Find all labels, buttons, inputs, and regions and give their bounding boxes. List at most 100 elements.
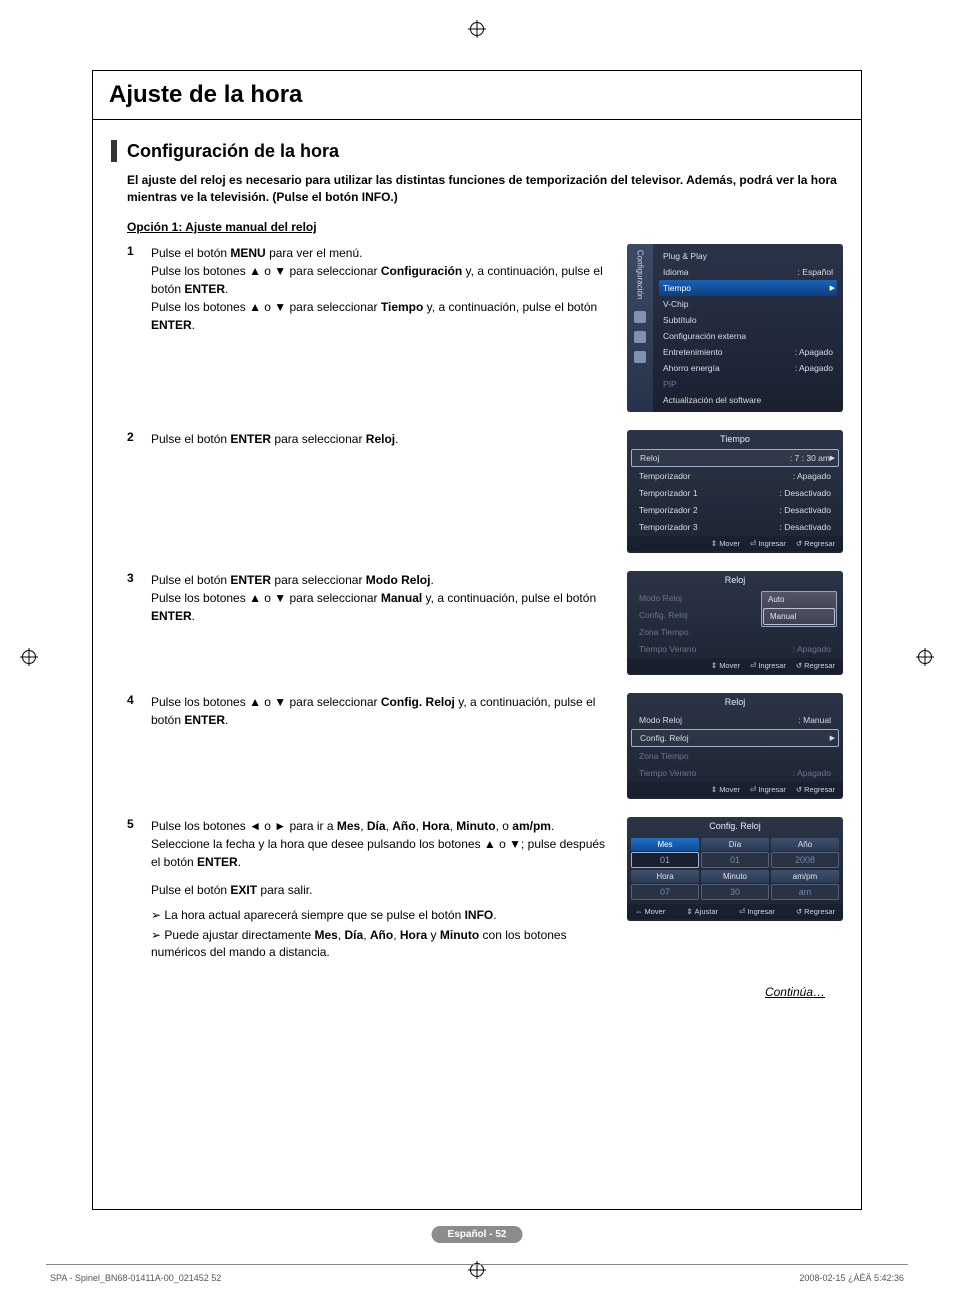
k: Temporizador 3	[639, 522, 698, 532]
cfg-header-selected[interactable]: Mes	[631, 838, 699, 851]
v: : 7 : 30 am	[790, 453, 830, 463]
k: Temporizador 2	[639, 505, 698, 515]
osd-row[interactable]: Ahorro energía: Apagado	[659, 360, 837, 376]
hint-ingresar: Ingresar	[739, 907, 775, 916]
t: ,	[393, 928, 400, 942]
t: para salir.	[257, 883, 312, 897]
k: Idioma	[663, 267, 689, 277]
step-row: 1 Pulse el botón MENU para ver el menú. …	[111, 244, 843, 412]
osd-row[interactable]: Plug & Play	[659, 248, 837, 264]
hint-ajustar: Ajustar	[686, 907, 718, 916]
cfg-header[interactable]: Hora	[631, 870, 699, 883]
osd-row[interactable]: Subtítulo	[659, 312, 837, 328]
k: Tiempo	[663, 283, 691, 293]
osd-title: Tiempo	[627, 430, 843, 448]
osd-row[interactable]: Tiempo Verano: Apagado	[631, 641, 839, 657]
hint-mover: Mover	[711, 785, 740, 794]
t: .	[225, 713, 228, 727]
osd-title: Reloj	[627, 693, 843, 711]
t: ,	[363, 928, 370, 942]
cfg-value[interactable]: 30	[701, 884, 769, 900]
hint-mover: Mover	[711, 539, 740, 548]
osd-row[interactable]: Modo Reloj: Manual	[631, 712, 839, 728]
t: Modo Reloj	[366, 573, 431, 587]
cfg-value-selected[interactable]: 01	[631, 852, 699, 868]
osd-row-selected[interactable]: Config. Reloj	[631, 729, 839, 747]
osd-body: Plug & Play Idioma : Español Tiempo V-Chi…	[653, 244, 843, 412]
osd-row[interactable]: Temporizador 1: Desactivado	[631, 485, 839, 501]
osd-row[interactable]: Temporizador 2 : Desactivado	[631, 502, 839, 518]
t: y, a continuación, pulse el botón	[422, 591, 596, 605]
footer-right: 2008-02-15 ¿ÀÈÄ 5:42:36	[799, 1273, 904, 1283]
cfg-value[interactable]: 01	[701, 852, 769, 868]
v: : Desactivado	[780, 522, 832, 532]
t: para seleccionar	[271, 432, 366, 446]
cfg-header[interactable]: Minuto	[701, 870, 769, 883]
osd-row-selected[interactable]: Tiempo	[659, 280, 837, 296]
t: Pulse el botón	[151, 883, 230, 897]
hint-mover: Mover	[711, 661, 740, 670]
page-title: Ajuste de la hora	[93, 71, 861, 120]
cfg-header[interactable]: am/pm	[771, 870, 839, 883]
osd-row[interactable]: Actualización del software	[659, 392, 837, 408]
config-grid: Mes01 Día01 Año2008 Hora07 Minuto30 am/p…	[627, 835, 843, 904]
osd-row[interactable]: Configuración externa	[659, 328, 837, 344]
k: Temporizador 1	[639, 488, 698, 498]
v: : Desactivado	[780, 505, 832, 515]
section: Configuración de la hora El ajuste del r…	[93, 120, 861, 1209]
section-title: Configuración de la hora	[127, 141, 339, 162]
k: Reloj	[640, 453, 659, 463]
dropdown-option-selected[interactable]: Manual	[763, 608, 835, 625]
step-number: 1	[127, 244, 151, 334]
v: : Apagado	[795, 347, 833, 357]
osd-row[interactable]: Entretenimiento : Apagado	[659, 344, 837, 360]
t: y, a continuación, pulse el botón	[423, 300, 597, 314]
option1-title: Opción 1: Ajuste manual del reloj	[127, 220, 843, 234]
cfg-value[interactable]: 07	[631, 884, 699, 900]
osd-footer: Mover Ingresar Regresar	[627, 782, 843, 797]
t: MENU	[230, 246, 265, 260]
puzzle-icon	[634, 331, 646, 343]
k: Temporizador	[639, 471, 691, 481]
osd-row-selected[interactable]: Reloj : 7 : 30 am	[631, 449, 839, 467]
cfg-header[interactable]: Día	[701, 838, 769, 851]
step-row: 2 Pulse el botón ENTER para seleccionar …	[111, 430, 843, 553]
section-bar-icon	[111, 140, 117, 162]
t: La hora actual aparecerá siempre que se …	[164, 908, 464, 922]
cfg-header[interactable]: Año	[771, 838, 839, 851]
dropdown-option[interactable]: Auto	[762, 592, 836, 607]
footer-left: SPA - Spinel_BN68-01411A-00_021452 52	[50, 1273, 221, 1283]
osd-footer: Mover Ajustar Ingresar Regresar	[627, 904, 843, 919]
hint-ingresar: Ingresar	[750, 785, 786, 794]
cfg-value[interactable]: 2008	[771, 852, 839, 868]
osd-row-disabled: Zona Tiempo	[631, 748, 839, 764]
osd-row[interactable]: Temporizador : Apagado	[631, 468, 839, 484]
osd-reloj: Reloj Modo Reloj: Manual Config. Reloj Z…	[627, 693, 843, 799]
k: Zona Tiempo	[639, 627, 689, 637]
t: .	[493, 908, 496, 922]
step-text: Pulse los botones ▲ o ▼ para seleccionar…	[151, 693, 627, 729]
v: : Apagado	[793, 471, 831, 481]
hint-regresar: Regresar	[796, 785, 835, 794]
osd-dropdown[interactable]: Auto Manual	[761, 591, 837, 627]
t: Pulse los botones ▲ o ▼ para seleccionar	[151, 695, 381, 709]
osd-row[interactable]: V-Chip	[659, 296, 837, 312]
k: Entretenimiento	[663, 347, 723, 357]
k: Config. Reloj	[639, 610, 688, 620]
t: Año	[392, 819, 415, 833]
t: ENTER	[151, 318, 192, 332]
t: Reloj	[366, 432, 395, 446]
cfg-value[interactable]: am	[771, 884, 839, 900]
v: : Español	[798, 267, 833, 277]
k: Tiempo Verano	[639, 644, 696, 654]
osd-title: Reloj	[627, 571, 843, 589]
k: PIP	[663, 379, 677, 389]
section-intro: El ajuste del reloj es necesario para ut…	[127, 172, 843, 206]
hint-mover-lr: Mover	[635, 907, 665, 916]
osd-footer: Mover Ingresar Regresar	[627, 658, 843, 673]
osd-reloj-dropdown: Reloj Modo Reloj Config. Reloj Zona Tiem…	[627, 571, 843, 675]
hint-regresar: Regresar	[796, 907, 835, 916]
osd-row[interactable]: Temporizador 3 : Desactivado	[631, 519, 839, 535]
osd-row[interactable]: Idioma : Español	[659, 264, 837, 280]
hint-ingresar: Ingresar	[750, 661, 786, 670]
